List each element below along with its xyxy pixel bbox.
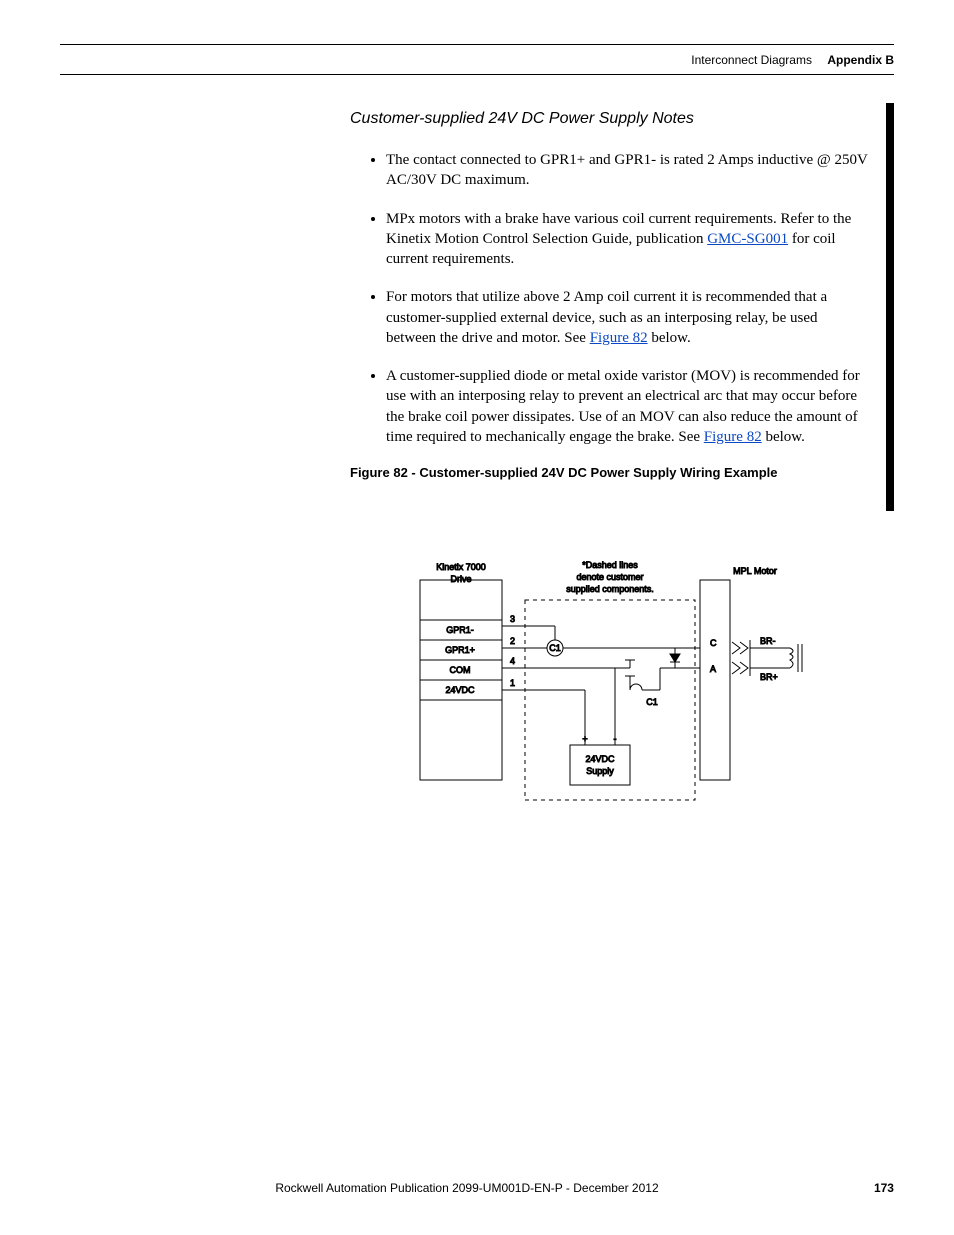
gmc-sg001-link[interactable]: GMC-SG001 — [707, 231, 788, 247]
list-item: For motors that utilize above 2 Amp coil… — [386, 287, 870, 348]
pin-24vdc: 24VDC — [445, 685, 475, 695]
pin-num-2: 2 — [510, 636, 515, 646]
contact-label: C1 — [646, 697, 658, 707]
drive-label-2: Drive — [450, 574, 471, 584]
content-column: Customer-supplied 24V DC Power Supply No… — [350, 110, 870, 490]
supply-plus: + — [582, 734, 587, 744]
drive-label-1: Kinetix 7000 — [436, 562, 486, 572]
pin-gpr1-minus: GPR1- — [446, 625, 474, 635]
term-c: C — [710, 638, 717, 648]
header-rule-top — [60, 44, 894, 45]
header-appendix: Appendix B — [827, 53, 894, 67]
bullet-text-post: below. — [648, 330, 691, 346]
page: Interconnect Diagrams Appendix B Custome… — [0, 0, 954, 1235]
supply-minus: - — [614, 734, 617, 744]
footer-publication: Rockwell Automation Publication 2099-UM0… — [275, 1181, 658, 1195]
term-a: A — [710, 664, 716, 674]
pin-num-4: 4 — [510, 656, 515, 666]
pin-num-1: 1 — [510, 678, 515, 688]
list-item: The contact connected to GPR1+ and GPR1-… — [386, 150, 870, 191]
footer-page-number: 173 — [874, 1181, 894, 1195]
supply-line-1: 24VDC — [585, 754, 615, 764]
note-line-3: supplied components. — [566, 584, 654, 594]
running-header: Interconnect Diagrams Appendix B — [691, 53, 894, 67]
list-item: MPx motors with a brake have various coi… — [386, 209, 870, 270]
figure-82-link[interactable]: Figure 82 — [704, 429, 762, 445]
notes-list: The contact connected to GPR1+ and GPR1-… — [350, 150, 870, 447]
section-title: Customer-supplied 24V DC Power Supply No… — [350, 110, 870, 128]
bullet-text: The contact connected to GPR1+ and GPR1-… — [386, 152, 868, 188]
br-plus: BR+ — [760, 672, 778, 682]
list-item: A customer-supplied diode or metal oxide… — [386, 366, 870, 447]
note-line-2: denote customer — [576, 572, 643, 582]
pin-num-3: 3 — [510, 614, 515, 624]
footer: Rockwell Automation Publication 2099-UM0… — [60, 1181, 894, 1195]
pin-com: COM — [450, 665, 471, 675]
header-rule-bottom — [60, 74, 894, 75]
header-section: Interconnect Diagrams — [691, 53, 812, 67]
note-line-1: *Dashed lines — [582, 560, 638, 570]
supply-line-2: Supply — [586, 766, 614, 776]
figure-caption: Figure 82 - Customer-supplied 24V DC Pow… — [350, 465, 870, 480]
relay-coil-label: C1 — [549, 643, 561, 653]
motor-label: MPL Motor — [733, 566, 777, 576]
figure-82-diagram: Kinetix 7000 Drive GPR1- GPR1+ COM 24VDC… — [400, 560, 840, 820]
figure-82-link[interactable]: Figure 82 — [590, 330, 648, 346]
br-minus: BR- — [760, 636, 776, 646]
pin-gpr1-plus: GPR1+ — [445, 645, 475, 655]
right-rail-bar — [886, 103, 894, 511]
bullet-text-post: below. — [762, 429, 805, 445]
